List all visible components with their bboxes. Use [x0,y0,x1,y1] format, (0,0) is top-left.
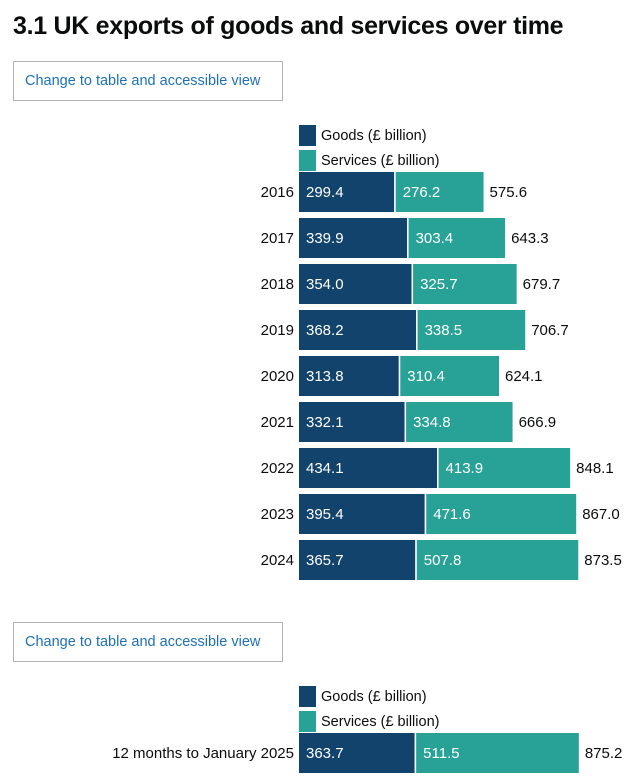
services-value-label: 507.8 [424,552,462,569]
legend-item-goods: Goods (£ billion) [299,684,439,709]
total-value-label: 873.5 [584,552,622,569]
services-value-label: 471.6 [433,506,471,523]
goods-bar [299,402,405,442]
goods-bar [299,310,417,350]
page-title: 3.1 UK exports of goods and services ove… [13,12,564,40]
legend-label-services: Services (£ billion) [321,152,440,169]
services-value-label: 413.9 [446,460,484,477]
services-value-label: 325.7 [420,276,458,293]
chart-legend: Goods (£ billion) Services (£ billion) [299,123,439,173]
services-bar [426,494,577,534]
services-bar [416,540,579,580]
goods-value-label: 313.8 [306,368,344,385]
total-value-label: 666.9 [519,414,557,431]
table-view-toggle-button-2[interactable]: Change to table and accessible view [13,622,283,662]
category-label: 2018 [261,276,294,293]
category-label: 2021 [261,414,294,431]
category-label: 2022 [261,460,294,477]
bar-divider [394,172,396,212]
services-bar [406,402,513,442]
goods-bar [299,218,408,258]
goods-value-label: 339.9 [306,230,344,247]
bar-divider [424,494,427,534]
services-value-label: 334.8 [413,414,451,431]
legend-item-services: Services (£ billion) [299,709,439,734]
bar-group-2017: 2017 339.9 303.4 643.3 [261,218,549,258]
bar-group-12-months-to-january-2025: 12 months to January 2025 363.7 511.5 875.2 [112,733,622,773]
category-label: 2019 [261,322,294,339]
services-swatch [299,150,316,171]
total-value-label: 867.0 [582,506,620,523]
goods-value-label: 363.7 [306,745,344,762]
services-value-label: 276.2 [403,184,441,201]
services-value-label: 310.4 [407,368,445,385]
category-label: 2017 [261,230,294,247]
bar-divider [407,218,409,258]
chart-legend-2: Goods (£ billion) Services (£ billion) [299,684,439,734]
goods-bar [299,264,412,304]
bar-group-2023: 2023 395.4 471.6 867.0 [261,494,620,534]
bar-divider [411,264,414,304]
legend-label-services: Services (£ billion) [321,713,440,730]
services-value-label: 338.5 [425,322,463,339]
bar-group-2021: 2021 332.1 334.8 666.9 [261,402,556,442]
goods-bar [299,172,395,212]
goods-value-label: 299.4 [306,184,344,201]
legend-label-goods: Goods (£ billion) [321,688,427,705]
bar-group-2019: 2019 368.2 338.5 706.7 [261,310,569,350]
bar-group-2016: 2016 299.4 276.2 575.6 [261,172,527,212]
bar-divider [404,402,407,442]
category-label: 2023 [261,506,294,523]
goods-value-label: 368.2 [306,322,344,339]
category-label: 2020 [261,368,294,385]
bar-group-2022: 2022 434.1 413.9 848.1 [261,448,614,488]
bar-divider [415,540,417,580]
exports-12-months-chart: 12 months to January 2025 363.7 511.5 875.2 [112,733,622,773]
total-value-label: 679.7 [523,276,561,293]
goods-bar [299,448,438,488]
legend-label-goods: Goods (£ billion) [321,127,427,144]
services-swatch [299,711,316,732]
services-value-label: 511.5 [423,745,459,762]
category-label: 2024 [261,552,294,569]
bar-group-2018: 2018 354.0 325.7 679.7 [261,264,561,304]
category-label: 12 months to January 2025 [112,745,294,762]
services-value-label: 303.4 [416,230,454,247]
goods-value-label: 332.1 [306,414,344,431]
total-value-label: 643.3 [511,230,549,247]
bar-divider [414,733,417,773]
goods-bar [299,356,399,396]
bar-divider [416,310,418,350]
goods-value-label: 365.7 [306,552,344,569]
bar-divider [398,356,401,396]
goods-value-label: 395.4 [306,506,344,523]
goods-value-label: 354.0 [306,276,344,293]
total-value-label: 875.2 [585,745,623,762]
bar-group-2020: 2020 313.8 310.4 624.1 [261,356,543,396]
total-value-label: 624.1 [505,368,543,385]
goods-value-label: 434.1 [306,460,344,477]
services-bar [416,733,579,773]
total-value-label: 706.7 [531,322,569,339]
legend-item-services: Services (£ billion) [299,148,439,173]
goods-swatch [299,125,316,146]
total-value-label: 575.6 [490,184,528,201]
services-bar [400,356,499,396]
goods-bar [299,540,416,580]
services-bar [417,310,526,350]
goods-bar [299,733,415,773]
services-bar [413,264,517,304]
bar-group-2024: 2024 365.7 507.8 873.5 [261,540,622,580]
bar-divider [437,448,439,488]
goods-bar [299,494,425,534]
goods-swatch [299,686,316,707]
category-label: 2016 [261,184,294,201]
total-value-label: 848.1 [576,460,614,477]
legend-item-goods: Goods (£ billion) [299,123,439,148]
table-view-toggle-button[interactable]: Change to table and accessible view [13,61,283,101]
services-bar [408,218,506,258]
services-bar [438,448,571,488]
services-bar [395,172,484,212]
